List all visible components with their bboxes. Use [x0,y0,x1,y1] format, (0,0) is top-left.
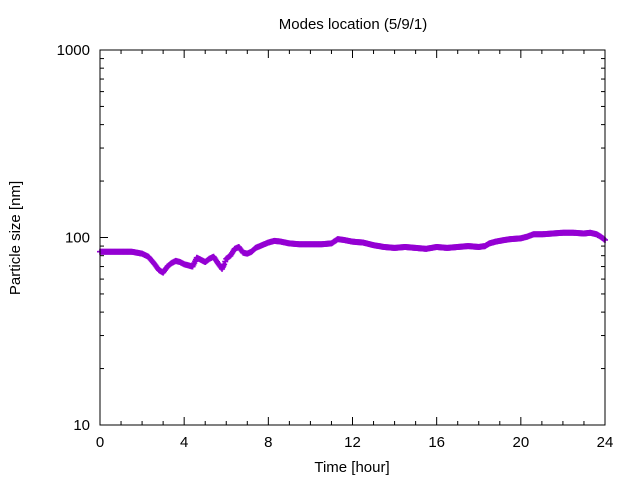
x-tick-label: 16 [428,434,445,451]
x-tick-label: 8 [264,434,272,451]
data-points [97,229,608,276]
x-tick-label: 4 [180,434,188,451]
x-tick-label: 20 [512,434,529,451]
y-tick-label: 100 [65,230,90,247]
x-axis-label: Time [hour] [314,459,389,476]
y-axis-label: Particle size [nm] [7,181,24,295]
y-tick-label: 10 [73,417,90,434]
x-tick-label: 12 [344,434,361,451]
chart-title: Modes location (5/9/1) [279,16,427,33]
x-tick-label: 0 [96,434,104,451]
x-tick-label: 24 [597,434,614,451]
y-tick-label: 1000 [57,42,90,59]
axis-ticks: 0 4 8 12 16 20 24 10 100 1000 [57,42,614,451]
plot-area-frame [99,49,606,426]
